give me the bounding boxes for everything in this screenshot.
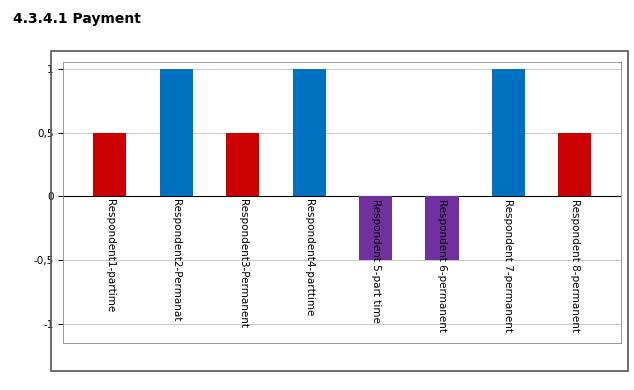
Text: Respondent 5-part time: Respondent 5-part time [370,199,380,323]
Text: Respondent 8-permanent: Respondent 8-permanent [570,199,580,332]
Bar [492,69,525,197]
Bar [93,133,127,197]
Bar [359,197,392,260]
Text: Respondent3-Permanent: Respondent3-Permanent [238,199,248,328]
Text: Respondent 7-permanent: Respondent 7-permanent [503,199,514,332]
Bar [292,69,326,197]
Text: Respondent1-partime: Respondent1-partime [105,199,115,312]
Bar [425,197,458,260]
Text: 4.3.4.1 Payment: 4.3.4.1 Payment [13,12,141,26]
Bar [226,133,259,197]
Text: Respondent 6-permanent: Respondent 6-permanent [437,199,447,332]
Bar [160,69,193,197]
Text: Respondent2-Permanat: Respondent2-Permanat [171,199,181,321]
Text: Respondent4-parttime: Respondent4-parttime [304,199,314,316]
Bar [558,133,592,197]
